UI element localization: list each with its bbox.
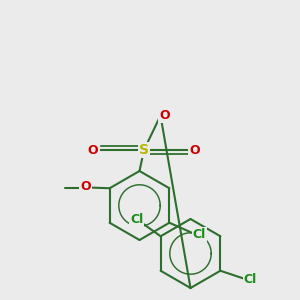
Text: Cl: Cl <box>130 213 143 226</box>
Text: O: O <box>160 109 170 122</box>
Text: O: O <box>190 143 200 157</box>
Text: Cl: Cl <box>244 273 257 286</box>
Text: O: O <box>88 143 98 157</box>
Text: S: S <box>139 143 149 157</box>
Text: Cl: Cl <box>193 228 206 241</box>
Text: O: O <box>80 179 91 193</box>
